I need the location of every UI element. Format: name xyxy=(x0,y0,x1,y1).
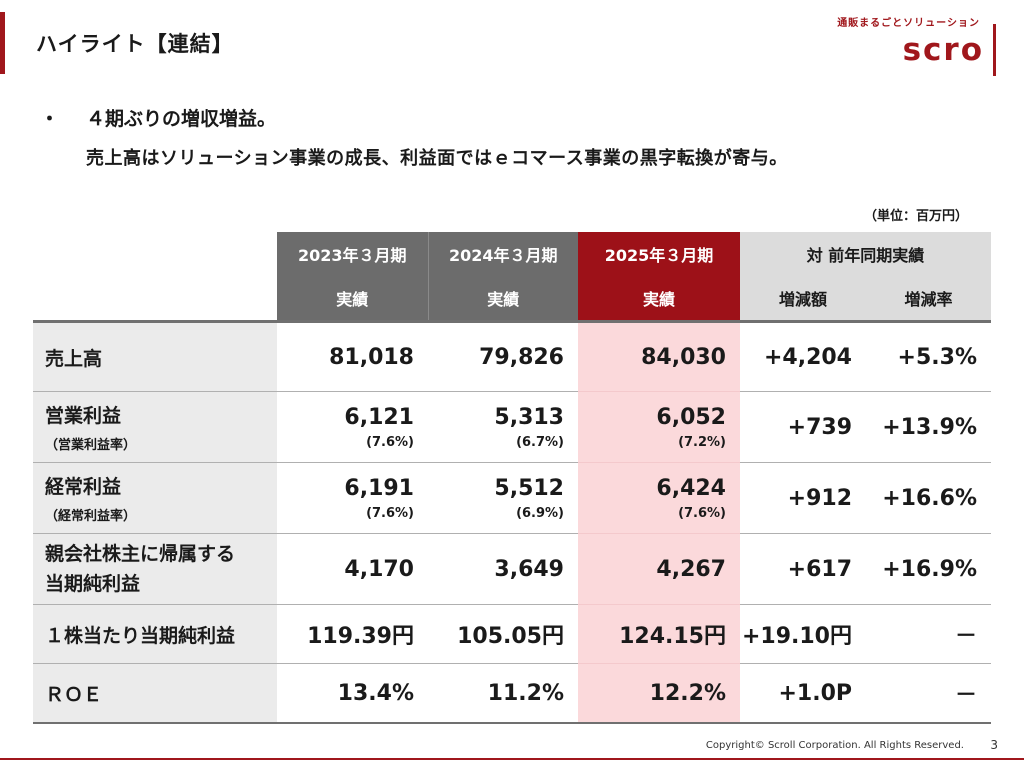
copyright-text: Copyright© Scroll Corporation. All Right… xyxy=(705,740,964,751)
value-ratio: (7.6%) xyxy=(366,505,414,521)
table-row: 営業利益 （営業利益率） 6,121 (7.6%) 5,313 (6.7%) 6,0… xyxy=(33,391,991,463)
value-fy2025: 6,424 (7.6%) xyxy=(578,462,740,534)
value-main: 6,424 xyxy=(656,475,726,501)
row-label-roe: ＲＯＥ xyxy=(33,663,277,724)
footer-rule xyxy=(0,758,1024,760)
header-fy2023-sub: 実績 xyxy=(277,276,428,322)
value-fy2023: 4,170 xyxy=(277,533,428,605)
row-label-eps: １株当たり当期純利益 xyxy=(33,604,277,664)
value-rate: － xyxy=(866,604,991,664)
value-change: +617 xyxy=(740,533,866,605)
value-main: 5,512 xyxy=(494,475,564,501)
logo-tagline: 通販まるごとソリューション xyxy=(837,18,980,29)
header-blank-2 xyxy=(33,276,277,322)
row-label-operating-profit: 営業利益 （営業利益率） xyxy=(33,391,277,463)
row-label: 営業利益 xyxy=(45,405,122,427)
value-fy2025: 84,030 xyxy=(578,320,740,392)
value-fy2024: 11.2% xyxy=(428,663,578,724)
value-rate: +16.6% xyxy=(866,462,991,534)
logo-bar xyxy=(993,24,996,76)
value-rate: － xyxy=(866,663,991,724)
row-sublabel: （経常利益率） xyxy=(45,509,137,524)
row-label: 売上高 xyxy=(45,347,103,370)
company-logo: scro xyxy=(902,32,984,68)
table-row: ＲＯＥ 13.4% 11.2% 12.2% +1.0P － xyxy=(33,663,991,724)
value-fy2024: 105.05円 xyxy=(428,604,578,664)
value-change: +19.10円 xyxy=(740,604,866,664)
row-label: １株当たり当期純利益 xyxy=(45,624,236,647)
summary-headline: ４期ぶりの増収増益。 xyxy=(86,108,277,130)
row-label-net-income: 親会社株主に帰属する 当期純利益 xyxy=(33,533,277,605)
value-ratio: (6.7%) xyxy=(516,434,564,450)
value-ratio: (7.2%) xyxy=(678,434,726,450)
value-ratio: (6.9%) xyxy=(516,505,564,521)
header-fy2024-sub: 実績 xyxy=(427,276,578,322)
value-fy2025: 6,052 (7.2%) xyxy=(578,391,740,463)
value-rate: +13.9% xyxy=(866,391,991,463)
header-blank xyxy=(33,232,277,276)
value-change: +739 xyxy=(740,391,866,463)
row-label-ordinary-profit: 経常利益 （経常利益率） xyxy=(33,462,277,534)
header-fy2024: 2024年３月期 xyxy=(427,232,578,276)
value-main: 6,052 xyxy=(656,404,726,430)
value-fy2024: 79,826 xyxy=(428,320,578,392)
value-main: 5,313 xyxy=(494,404,564,430)
value-change: +4,204 xyxy=(740,320,866,392)
value-ratio: (7.6%) xyxy=(366,434,414,450)
table-row: １株当たり当期純利益 119.39円 105.05円 124.15円 +19.1… xyxy=(33,604,991,664)
value-change: +912 xyxy=(740,462,866,534)
bullet-marker: ・ xyxy=(40,108,60,130)
row-sublabel: （営業利益率） xyxy=(45,438,137,453)
value-fy2023: 13.4% xyxy=(277,663,428,724)
value-fy2023: 81,018 xyxy=(277,320,428,392)
row-label: 経常利益 xyxy=(45,476,122,498)
value-fy2024: 5,313 (6.7%) xyxy=(428,391,578,463)
value-change: +1.0P xyxy=(740,663,866,724)
header-fy2023: 2023年３月期 xyxy=(277,232,428,276)
value-fy2023: 6,121 (7.6%) xyxy=(277,391,428,463)
page-title: ハイライト【連結】 xyxy=(36,32,234,56)
value-main: 6,191 xyxy=(344,475,414,501)
value-rate: +16.9% xyxy=(866,533,991,605)
value-ratio: (7.6%) xyxy=(678,505,726,521)
row-label-net-sales: 売上高 xyxy=(33,320,277,392)
page-number: 3 xyxy=(990,738,998,752)
table-row: 親会社株主に帰属する 当期純利益 4,170 3,649 4,267 +617 … xyxy=(33,533,991,605)
header-yoy-amount: 増減額 xyxy=(740,276,866,322)
table-row: 売上高 81,018 79,826 84,030 +4,204 +5.3% xyxy=(33,320,991,392)
header-yoy-rate: 増減率 xyxy=(866,276,991,322)
unit-note: （単位：百万円） xyxy=(863,209,968,224)
value-fy2025: 124.15円 xyxy=(578,604,740,664)
header-fy2025-sub: 実績 xyxy=(578,276,740,322)
row-label-line2: 当期純利益 xyxy=(45,573,141,595)
summary-detail: 売上高はソリューション事業の成長、利益面ではｅコマース事業の黒字転換が寄与。 xyxy=(86,148,788,169)
value-main: 6,121 xyxy=(344,404,414,430)
row-label: 親会社株主に帰属する xyxy=(45,543,236,565)
row-label: ＲＯＥ xyxy=(45,683,103,706)
table-row: 経常利益 （経常利益率） 6,191 (7.6%) 5,512 (6.9%) 6,4… xyxy=(33,462,991,534)
value-fy2024: 3,649 xyxy=(428,533,578,605)
value-fy2025: 4,267 xyxy=(578,533,740,605)
highlights-table: 2023年３月期 2024年３月期 2025年３月期 対 前年同期実績 実績 実… xyxy=(33,232,991,724)
header-fy2025: 2025年３月期 xyxy=(578,232,740,276)
value-fy2023: 119.39円 xyxy=(277,604,428,664)
value-fy2023: 6,191 (7.6%) xyxy=(277,462,428,534)
value-fy2024: 5,512 (6.9%) xyxy=(428,462,578,534)
value-rate: +5.3% xyxy=(866,320,991,392)
header-yoy: 対 前年同期実績 xyxy=(740,232,991,276)
value-fy2025: 12.2% xyxy=(578,663,740,724)
title-accent-bar xyxy=(0,12,5,74)
